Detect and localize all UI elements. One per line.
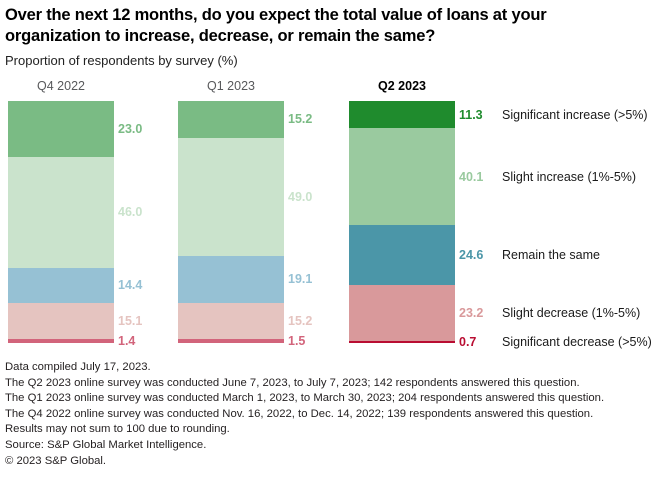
bar-segment-q4-2022-remain-the-same bbox=[8, 267, 114, 303]
value-label-q4-2022-slight-increase-1-5: 46.0 bbox=[118, 205, 143, 220]
footnotes: Data compiled July 17, 2023. The Q2 2023… bbox=[5, 360, 604, 469]
bar-q4-2022 bbox=[8, 101, 114, 343]
category-label-slight-increase-1-5: Slight increase (1%-5%) bbox=[502, 169, 637, 184]
category-label-slight-decrease-1-5: Slight decrease (1%-5%) bbox=[502, 305, 641, 320]
value-label-q1-2023-slight-decrease-1-5: 15.2 bbox=[288, 313, 313, 328]
bar-segment-q2-2023-significant-decrease-5 bbox=[349, 341, 455, 343]
value-label-q2-2023-slight-decrease-1-5: 23.2 bbox=[459, 305, 484, 320]
value-label-q4-2022-significant-increase-5: 23.0 bbox=[118, 121, 143, 136]
value-label-q4-2022-remain-the-same: 14.4 bbox=[118, 278, 143, 293]
bar-q2-2023 bbox=[349, 101, 455, 343]
column-header-q2-2023: Q2 2023 bbox=[378, 79, 426, 93]
bar-segment-q1-2023-slight-increase-1-5 bbox=[178, 137, 284, 257]
chart-subtitle: Proportion of respondents by survey (%) bbox=[5, 53, 238, 68]
value-label-q2-2023-significant-increase-5: 11.3 bbox=[459, 107, 483, 122]
bar-segment-q4-2022-slight-increase-1-5 bbox=[8, 156, 114, 268]
category-label-significant-increase-5: Significant increase (>5%) bbox=[502, 107, 648, 122]
value-label-q1-2023-significant-increase-5: 15.2 bbox=[288, 112, 313, 127]
footnote-line: Source: S&P Global Market Intelligence. bbox=[5, 438, 207, 451]
value-label-q2-2023-remain-the-same: 24.6 bbox=[459, 248, 484, 263]
bar-segment-q1-2023-remain-the-same bbox=[178, 256, 284, 303]
bar-segment-q1-2023-significant-increase-5 bbox=[178, 101, 284, 138]
value-label-q1-2023-significant-decrease-5: 1.5 bbox=[288, 334, 306, 349]
footnote-line: Results may not sum to 100 due to roundi… bbox=[5, 423, 230, 436]
bar-segment-q1-2023-slight-decrease-1-5 bbox=[178, 302, 284, 340]
value-label-q2-2023-significant-decrease-5: 0.7 bbox=[459, 334, 477, 349]
bar-segment-q4-2022-significant-increase-5 bbox=[8, 101, 114, 157]
value-label-q4-2022-significant-decrease-5: 1.4 bbox=[118, 334, 136, 349]
bar-segment-q4-2022-slight-decrease-1-5 bbox=[8, 302, 114, 340]
value-label-q1-2023-remain-the-same: 19.1 bbox=[288, 272, 313, 287]
category-label-remain-the-same: Remain the same bbox=[502, 248, 600, 263]
chart-title: Over the next 12 months, do you expect t… bbox=[5, 6, 547, 46]
footnote-line: © 2023 S&P Global. bbox=[5, 454, 107, 467]
bar-segment-q2-2023-slight-decrease-1-5 bbox=[349, 284, 455, 342]
value-label-q2-2023-slight-increase-1-5: 40.1 bbox=[459, 169, 484, 184]
bar-segment-q4-2022-significant-decrease-5 bbox=[8, 339, 114, 343]
bar-segment-q1-2023-significant-decrease-5 bbox=[178, 339, 284, 343]
bar-segment-q2-2023-remain-the-same bbox=[349, 225, 455, 285]
footnote-line: The Q4 2022 online survey was conducted … bbox=[5, 407, 594, 420]
column-header-q4-2022: Q4 2022 bbox=[37, 79, 85, 93]
value-label-q4-2022-slight-decrease-1-5: 15.1 bbox=[118, 314, 143, 329]
footnote-line: The Q1 2023 online survey was conducted … bbox=[5, 392, 605, 405]
column-header-q1-2023: Q1 2023 bbox=[207, 79, 255, 93]
value-label-q1-2023-slight-increase-1-5: 49.0 bbox=[288, 190, 313, 205]
bar-q1-2023 bbox=[178, 101, 284, 343]
footnote-line: The Q2 2023 online survey was conducted … bbox=[5, 376, 580, 389]
category-label-significant-decrease-5: Significant decrease (>5%) bbox=[502, 334, 652, 349]
bar-segment-q2-2023-slight-increase-1-5 bbox=[349, 128, 455, 226]
footnote-line: Data compiled July 17, 2023. bbox=[5, 361, 151, 373]
bar-segment-q2-2023-significant-increase-5 bbox=[349, 101, 455, 129]
